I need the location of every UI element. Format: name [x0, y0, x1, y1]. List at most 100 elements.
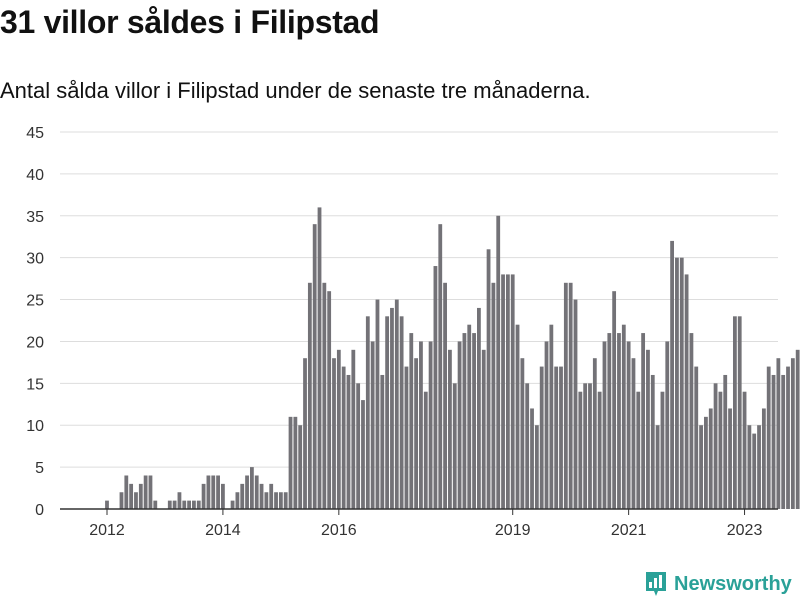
bar	[428, 341, 433, 509]
bar	[554, 366, 559, 509]
bar	[182, 500, 187, 509]
bar	[414, 358, 419, 509]
bar	[211, 475, 216, 509]
bar	[206, 475, 211, 509]
bar	[670, 240, 674, 509]
bar	[438, 224, 443, 509]
bar	[361, 400, 365, 509]
y-tick-label: 10	[26, 418, 44, 435]
bar	[177, 492, 182, 509]
bar	[105, 500, 109, 509]
x-tick-label: 2019	[495, 522, 531, 539]
bar	[399, 316, 404, 509]
bar	[660, 391, 665, 509]
bar	[534, 425, 539, 509]
x-tick-label: 2016	[321, 522, 357, 539]
bar	[525, 383, 530, 509]
bar	[394, 299, 399, 509]
bar	[327, 291, 332, 509]
bar	[293, 416, 298, 509]
bar	[675, 257, 679, 509]
bar	[747, 425, 752, 509]
x-tick-label: 2023	[727, 522, 763, 539]
bar	[249, 467, 254, 509]
bar	[737, 316, 742, 509]
y-axis-ticks: 0 5 10 15 20 25 30 35 40 45	[26, 125, 44, 519]
bar	[134, 492, 138, 509]
bar	[496, 215, 501, 509]
y-tick-label: 5	[35, 460, 44, 477]
bar	[699, 425, 703, 509]
bar	[356, 383, 361, 509]
bar	[786, 366, 790, 509]
bar	[578, 391, 583, 509]
bar	[588, 383, 592, 509]
bar	[240, 483, 245, 509]
bar	[477, 307, 481, 509]
bars	[105, 207, 800, 510]
bar	[221, 483, 225, 509]
bar	[317, 207, 322, 509]
bar	[573, 299, 578, 509]
bar	[351, 349, 356, 509]
bar	[259, 483, 264, 509]
bar	[433, 266, 438, 509]
bar	[646, 349, 650, 509]
bar	[288, 416, 293, 509]
bar	[380, 374, 385, 509]
bar	[568, 282, 573, 509]
bar	[742, 391, 747, 509]
bar	[641, 333, 646, 509]
chart-subtitle: Antal sålda villor i Filipstad under de …	[0, 78, 591, 103]
bar	[704, 416, 708, 509]
bar-chart: 0 5 10 15 20 25 30 35 40 45 2012 2014 2016 2019 2021 2…	[26, 125, 800, 539]
bar	[501, 274, 505, 509]
bar	[138, 483, 143, 509]
bar	[365, 316, 370, 509]
bar	[592, 358, 597, 509]
bar	[129, 483, 134, 509]
bar	[423, 391, 428, 509]
bar	[269, 483, 274, 509]
bar	[153, 500, 158, 509]
bar	[607, 333, 612, 509]
bar	[544, 341, 549, 509]
bar	[303, 358, 307, 509]
bar	[201, 483, 206, 509]
y-tick-label: 0	[35, 502, 44, 519]
bar	[192, 500, 196, 509]
bar	[612, 291, 617, 509]
bar	[771, 374, 776, 509]
bar	[679, 257, 684, 509]
bar	[617, 333, 621, 509]
x-tick-label: 2014	[205, 522, 241, 539]
bar	[713, 383, 718, 509]
bar	[549, 324, 554, 509]
y-tick-label: 35	[26, 209, 44, 226]
bar	[346, 374, 351, 509]
newsworthy-logo: Newsworthy	[644, 570, 792, 598]
bar	[689, 333, 694, 509]
bar	[375, 299, 380, 509]
bar	[278, 492, 283, 509]
bar	[510, 274, 515, 509]
bar	[665, 341, 670, 509]
bar	[404, 366, 409, 509]
bar	[708, 408, 713, 509]
bar	[732, 316, 737, 509]
bar	[298, 425, 303, 509]
bar	[752, 433, 757, 509]
bar	[341, 366, 346, 509]
bar	[409, 333, 414, 509]
y-tick-label: 30	[26, 251, 44, 268]
bar	[283, 492, 288, 509]
bar	[563, 282, 568, 509]
y-tick-label: 20	[26, 334, 44, 351]
bar	[216, 475, 220, 509]
y-tick-label: 45	[26, 125, 44, 142]
x-axis: 2012201420162019202120232025	[60, 508, 778, 539]
bar	[728, 408, 732, 509]
bar	[530, 408, 534, 509]
bar	[684, 274, 689, 509]
brand-name: Newsworthy	[674, 572, 792, 595]
